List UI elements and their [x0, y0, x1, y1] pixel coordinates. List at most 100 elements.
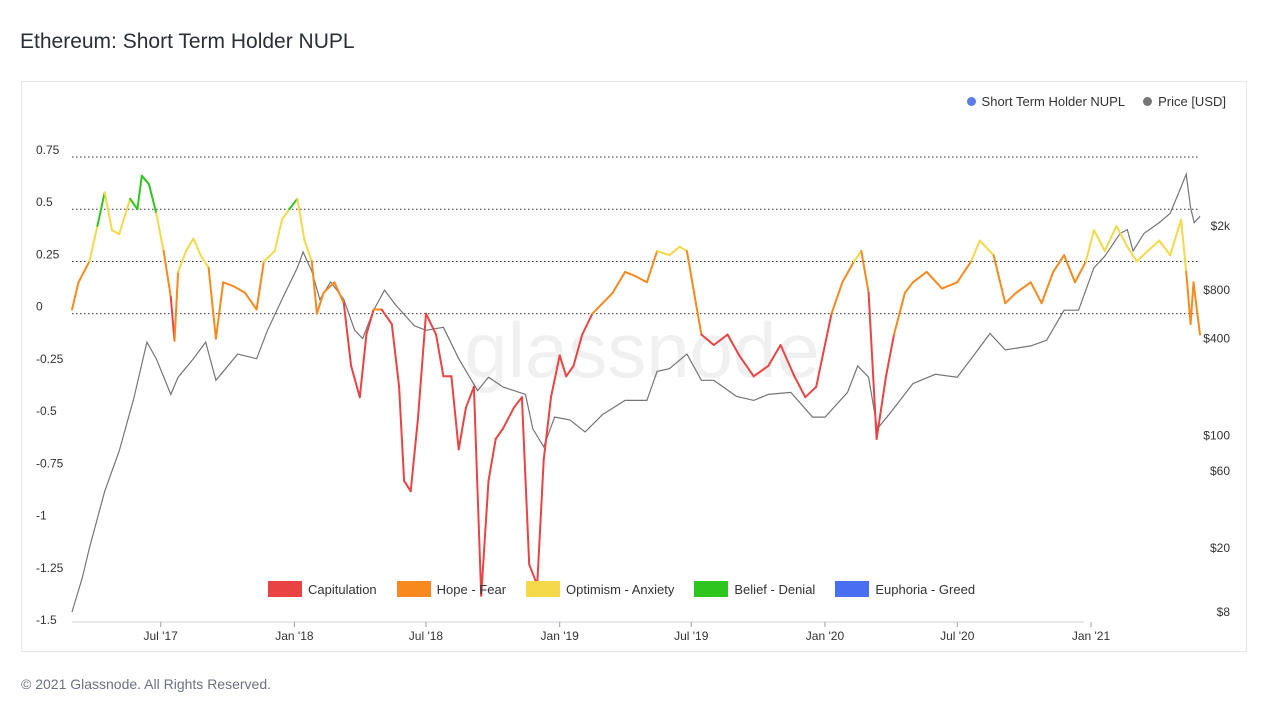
- nupl-segment: [1158, 239, 1172, 257]
- nupl-segment: [1103, 224, 1118, 252]
- legend-item-optimism-anxiety[interactable]: Optimism - Anxiety: [526, 581, 674, 597]
- y-left-tick-label: -1.5: [36, 613, 57, 627]
- watermark: glassnode: [464, 306, 820, 394]
- legend-top: Short Term Holder NUPL Price [USD]: [966, 94, 1226, 109]
- nupl-segment: [310, 260, 318, 315]
- nupl-segment: [1052, 254, 1066, 273]
- nupl-segment: [1180, 218, 1188, 273]
- nupl-segment: [315, 291, 325, 315]
- y-right-tick-label: $60: [1210, 464, 1230, 478]
- nupl-segment: [487, 438, 497, 482]
- nupl-segment: [581, 312, 594, 336]
- nupl-segment: [656, 250, 671, 257]
- nupl-segment: [296, 197, 306, 242]
- nupl-segment: [512, 396, 523, 409]
- nupl-segment: [678, 245, 688, 252]
- price-line: [71, 171, 1201, 613]
- nupl-segment: [480, 479, 490, 597]
- nupl-segment: [281, 208, 291, 221]
- nupl-segment: [262, 250, 276, 263]
- legend-label-euphoria-greed: Euphoria - Greed: [875, 581, 976, 597]
- nupl-segment: [685, 250, 696, 294]
- nupl-segment: [726, 333, 741, 357]
- x-tick-label: Jul '18: [409, 629, 444, 643]
- nupl-segment: [867, 291, 878, 440]
- y-left-tick-label: -0.25: [36, 352, 64, 366]
- nupl-segment: [77, 260, 91, 284]
- nupl-segment: [162, 250, 172, 298]
- nupl-segment: [1004, 291, 1018, 305]
- y-right-tick-label: $400: [1203, 332, 1230, 346]
- nupl-segment: [1084, 229, 1095, 263]
- nupl-segment: [572, 333, 584, 367]
- x-tick-label: Jan '21: [1072, 629, 1111, 643]
- nupl-segment: [536, 458, 545, 587]
- legend-label-optimism-anxiety: Optimism - Anxiety: [566, 581, 675, 597]
- nupl-segment: [214, 281, 225, 340]
- chart-plot: glassnode 0.75 0.5 0.25 0 -0.25 -0.5 -0.75 -1 -1…: [36, 143, 1231, 643]
- nupl-segment: [941, 281, 959, 290]
- nupl-segment: [542, 396, 552, 461]
- swatch-optimism-anxiety: [526, 581, 561, 597]
- nupl-segment: [911, 270, 928, 284]
- nupl-segment: [767, 344, 782, 367]
- nupl-segment: [1092, 229, 1106, 252]
- nupl-segment: [752, 364, 770, 378]
- legend-item-capitulation[interactable]: Capitulation: [268, 581, 377, 597]
- nupl-segment: [712, 333, 729, 346]
- nupl-segment: [303, 239, 313, 263]
- nupl-segment: [136, 174, 143, 211]
- nupl-segment: [288, 197, 299, 211]
- nupl-segment: [457, 406, 467, 451]
- legend-item-hope-fear[interactable]: Hope - Fear: [396, 581, 506, 597]
- y-left-tick-label: 0.5: [36, 195, 53, 209]
- y-left-tick-label: 0: [36, 300, 43, 314]
- legend-item-belief-denial[interactable]: Belief - Denial: [694, 581, 815, 597]
- nupl-segment: [111, 229, 121, 236]
- nupl-segment: [1015, 281, 1032, 294]
- nupl-segment: [192, 237, 202, 257]
- nupl-segment: [173, 270, 180, 342]
- y-left-tick-label: 0.25: [36, 247, 60, 261]
- nupl-segment: [185, 237, 195, 252]
- x-tick-label: Jan '20: [806, 629, 845, 643]
- legend-item-nupl[interactable]: Short Term Holder NUPL: [966, 94, 1125, 109]
- nupl-segment: [815, 312, 833, 388]
- legend-item-price[interactable]: Price [USD]: [1143, 94, 1226, 109]
- nupl-segment: [550, 354, 561, 399]
- nupl-segment: [502, 406, 515, 430]
- nupl-segment: [88, 224, 99, 263]
- legend-dot-nupl: [966, 97, 976, 106]
- nupl-segment: [233, 285, 246, 294]
- copyright-footer: © 2021 Glassnode. All Rights Reserved.: [21, 676, 272, 692]
- nupl-segment: [885, 333, 895, 378]
- x-tick-label: Jul '20: [940, 629, 975, 643]
- nupl-segment: [140, 174, 150, 186]
- nupl-segment: [464, 385, 475, 409]
- nupl-segment: [199, 254, 210, 269]
- nupl-segment: [793, 375, 807, 399]
- nupl-segment: [591, 302, 604, 315]
- nupl-segment: [96, 191, 106, 227]
- nupl-segment: [1185, 270, 1192, 326]
- y-left-tick-label: -1.25: [36, 561, 64, 575]
- y-right-tick-label: $20: [1210, 541, 1230, 555]
- nupl-segment: [1040, 270, 1055, 305]
- nupl-segment: [273, 218, 283, 252]
- nupl-segment: [403, 479, 412, 493]
- nupl-segment: [875, 375, 887, 440]
- nupl-segment: [611, 270, 627, 294]
- nupl-segment: [830, 281, 844, 315]
- y-right-tick-label: $8: [1217, 605, 1231, 619]
- swatch-capitulation: [268, 581, 302, 597]
- nupl-segment: [601, 291, 614, 305]
- nupl-segment: [693, 291, 703, 336]
- nupl-segment: [668, 245, 681, 257]
- legend-dot-price: [1143, 97, 1153, 106]
- legend-item-euphoria-greed[interactable]: Euphoria - Greed: [835, 581, 975, 597]
- y-right-tick-label: $2k: [1211, 219, 1231, 233]
- nupl-segment: [925, 270, 943, 290]
- x-tick-label: Jul '19: [674, 629, 709, 643]
- nupl-segment: [779, 344, 796, 378]
- nupl-segment: [118, 197, 132, 236]
